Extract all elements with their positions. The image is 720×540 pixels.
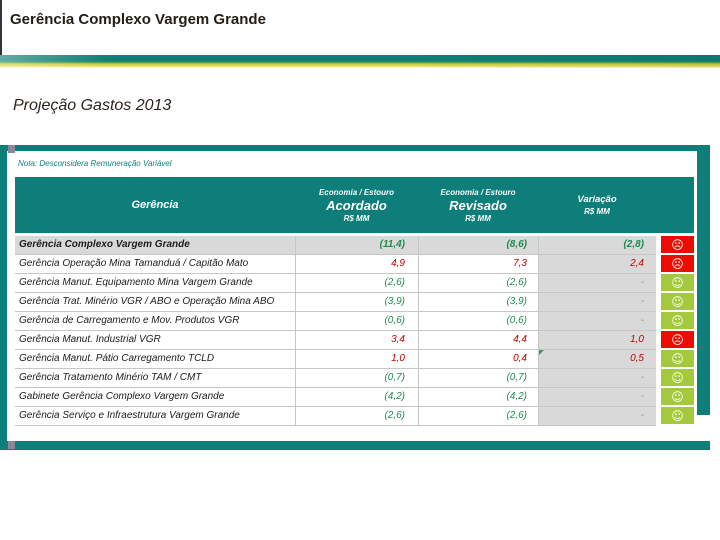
header-gerencia-label: Gerência	[131, 199, 179, 211]
status-cell: ☺	[661, 407, 694, 426]
cell-acordado: (11,4)	[295, 236, 418, 255]
status-smiley-icon: ☺	[671, 313, 684, 328]
header-revisado-sub: R$ MM	[465, 213, 491, 223]
row-name: Gerência Complexo Vargem Grande	[15, 236, 295, 255]
cell-revisado: (2,6)	[418, 274, 538, 293]
cell-variacao: 0,5	[538, 350, 656, 369]
frame-border-right	[697, 145, 710, 415]
slide-title: Gerência Complexo Vargem Grande	[10, 11, 266, 28]
status-smiley-icon: ☺	[671, 408, 684, 423]
row-name: Gerência Trat. Minério VGR / ABO e Opera…	[15, 293, 295, 312]
status-cell: ☹	[661, 255, 694, 274]
cell-revisado: (0,7)	[418, 369, 538, 388]
frame-handle-top-left	[8, 145, 15, 153]
header-revisado-top: Economia / Estouro	[440, 187, 516, 197]
divider-band	[0, 55, 720, 68]
header-variacao-main: Variação	[577, 193, 617, 205]
cell-revisado: (3,9)	[418, 293, 538, 312]
cell-revisado: 7,3	[418, 255, 538, 274]
cell-variacao: -	[538, 293, 656, 312]
slide-subtitle: Projeção Gastos 2013	[13, 97, 172, 114]
cell-variacao: (2,8)	[538, 236, 656, 255]
header-revisado: Economia / Estouro Revisado R$ MM	[418, 177, 538, 233]
cell-acordado: (4,2)	[295, 388, 418, 407]
table-row: Gerência Manut. Equipamento Mina Vargem …	[15, 274, 694, 293]
row-name: Gerência Tratamento Minério TAM / CMT	[15, 369, 295, 388]
frame-border-bottom	[7, 441, 710, 450]
status-smiley-icon: ☹	[671, 332, 684, 347]
header-gerencia: Gerência	[15, 177, 295, 233]
status-smiley-icon: ☺	[671, 351, 684, 366]
table-row: Gerência de Carregamento e Mov. Produtos…	[15, 312, 694, 331]
status-cell: ☹	[661, 236, 694, 255]
top-left-accent-line	[0, 0, 2, 57]
table-row: Gabinete Gerência Complexo Vargem Grande…	[15, 388, 694, 407]
frame-border-left	[0, 145, 7, 450]
status-smiley-icon: ☺	[671, 370, 684, 385]
cell-variacao: -	[538, 274, 656, 293]
cell-revisado: (4,2)	[418, 388, 538, 407]
header-status	[656, 177, 694, 233]
row-name: Gerência Manut. Pátio Carregamento TCLD	[15, 350, 295, 369]
cell-acordado: 4,9	[295, 255, 418, 274]
cell-acordado: (0,7)	[295, 369, 418, 388]
cell-variacao: -	[538, 312, 656, 331]
cell-revisado: (2,6)	[418, 407, 538, 426]
cell-variacao: 2,4	[538, 255, 656, 274]
cell-revisado: (8,6)	[418, 236, 538, 255]
cell-acordado: (2,6)	[295, 274, 418, 293]
status-smiley-icon: ☺	[671, 389, 684, 404]
cell-acordado: (2,6)	[295, 407, 418, 426]
header-acordado-main: Acordado	[326, 197, 387, 213]
table-rows: Gerência Complexo Vargem Grande (11,4) (…	[15, 236, 694, 426]
status-smiley-icon: ☺	[671, 275, 684, 290]
status-cell: ☺	[661, 293, 694, 312]
cell-variacao: -	[538, 407, 656, 426]
status-cell: ☺	[661, 388, 694, 407]
cell-revisado: 0,4	[418, 350, 538, 369]
status-cell: ☺	[661, 274, 694, 293]
row-name: Gerência Operação Mina Tamanduá / Capitã…	[15, 255, 295, 274]
table-row: Gerência Complexo Vargem Grande (11,4) (…	[15, 236, 694, 255]
header-revisado-main: Revisado	[449, 197, 507, 213]
cell-acordado: (3,9)	[295, 293, 418, 312]
table-row: Gerência Tratamento Minério TAM / CMT (0…	[15, 369, 694, 388]
status-smiley-icon: ☹	[671, 237, 684, 252]
row-name: Gerência Manut. Industrial VGR	[15, 331, 295, 350]
header-acordado: Economia / Estouro Acordado R$ MM	[295, 177, 418, 233]
table-row: Gerência Trat. Minério VGR / ABO e Opera…	[15, 293, 694, 312]
header-acordado-sub: R$ MM	[343, 213, 370, 223]
table-row: Gerência Serviço e Infraestrutura Vargem…	[15, 407, 694, 426]
frame-border-top	[0, 145, 710, 151]
status-cell: ☺	[661, 312, 694, 331]
cell-variacao: -	[538, 369, 656, 388]
table-row: Gerência Manut. Industrial VGR 3,4 4,4 1…	[15, 331, 694, 350]
header-variacao: Variação R$ MM	[538, 177, 656, 233]
frame-handle-bottom-left	[8, 441, 15, 449]
status-cell: ☹	[661, 331, 694, 350]
status-smiley-icon: ☹	[671, 256, 684, 271]
cell-acordado: (0,6)	[295, 312, 418, 331]
cell-variacao: -	[538, 388, 656, 407]
table-frame: Nota: Desconsidera Remuneração Variável …	[0, 145, 710, 450]
table-row: Gerência Operação Mina Tamanduá / Capitã…	[15, 255, 694, 274]
status-smiley-icon: ☺	[671, 294, 684, 309]
header-variacao-sub: R$ MM	[584, 206, 610, 216]
cell-variacao: 1,0	[538, 331, 656, 350]
row-name: Gerência Serviço e Infraestrutura Vargem…	[15, 407, 295, 426]
row-name: Gabinete Gerência Complexo Vargem Grande	[15, 388, 295, 407]
status-cell: ☺	[661, 350, 694, 369]
cell-acordado: 1,0	[295, 350, 418, 369]
cell-revisado: (0,6)	[418, 312, 538, 331]
table-note: Nota: Desconsidera Remuneração Variável	[18, 159, 172, 168]
table-header: Gerência Economia / Estouro Acordado R$ …	[15, 177, 694, 233]
cell-revisado: 4,4	[418, 331, 538, 350]
row-name: Gerência de Carregamento e Mov. Produtos…	[15, 312, 295, 331]
row-name: Gerência Manut. Equipamento Mina Vargem …	[15, 274, 295, 293]
header-acordado-top: Economia / Estouro	[318, 187, 395, 197]
table-row: Gerência Manut. Pátio Carregamento TCLD …	[15, 350, 694, 369]
cell-acordado: 3,4	[295, 331, 418, 350]
status-cell: ☺	[661, 369, 694, 388]
